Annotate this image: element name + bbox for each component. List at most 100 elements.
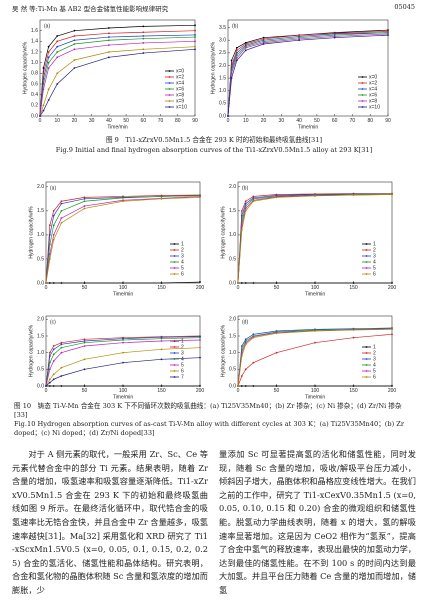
data-point [122,339,124,341]
series-line [45,335,201,387]
data-point [333,36,336,39]
x-tick-label: 50 [123,118,129,124]
data-point [244,343,247,346]
data-point [252,336,255,339]
legend-label: 1 [181,241,184,247]
data-point [240,351,243,354]
data-point [240,282,243,284]
data-point [48,224,51,227]
data-point [48,385,51,387]
series-line [45,195,201,284]
data-point [230,77,233,80]
data-point [56,51,59,53]
data-point [237,282,239,284]
data-point [83,368,86,371]
data-point [244,385,247,387]
data-point [352,329,355,331]
y-tick-label: 2.0 [37,317,44,323]
x-tick-label: 0 [45,285,48,291]
data-point [42,109,45,112]
data-point [48,243,51,246]
x-tick-label: 60 [332,118,338,124]
data-point [387,32,389,35]
data-point [244,45,247,48]
series-line [45,337,201,387]
x-tick-label: 70 [350,118,356,124]
data-point [52,209,55,212]
data-point [60,341,63,344]
legend-marker [361,106,364,108]
data-point [244,282,247,284]
legend-marker [168,82,171,84]
panel-label: (a) [50,185,56,191]
x-tick-label: 20 [72,118,78,124]
legend-marker [173,364,176,366]
data-point [107,39,110,42]
data-point [60,217,63,219]
data-point [142,42,145,44]
x-tick-label: 0 [227,118,230,124]
x-tick-label: 150 [349,388,358,394]
data-point [230,59,233,62]
data-point [83,385,86,387]
data-point [48,258,51,260]
data-point [52,353,55,356]
data-point [47,67,50,69]
x-tick-label: 90 [385,118,391,124]
legend-marker [168,88,171,90]
data-point [262,43,265,45]
series-line [39,30,196,117]
legend-marker [365,364,368,366]
legend-label: 2 [181,247,184,253]
data-point [56,35,59,37]
data-point [47,61,50,64]
panel-label: (d) [242,319,248,325]
data-point [47,45,50,48]
y-tick-label: 3.0 [219,38,226,44]
data-point [199,356,201,359]
y-axis-label: Hydrogen capacity/wt% [22,41,28,94]
series-line [237,328,393,387]
x-tick-label: 200 [196,388,205,394]
legend-marker [168,94,171,96]
data-point [73,29,76,32]
legend-marker [173,273,176,275]
data-point [240,385,243,387]
data-point [244,44,247,47]
y-tick-label: 1.0 [37,232,44,238]
data-point [45,282,47,284]
data-point [52,360,55,362]
legend-label: 6 [373,374,376,380]
data-point [244,340,247,342]
y-tick-label: 0.5 [229,367,236,373]
legend-label: 1 [373,344,376,350]
data-point [252,333,255,336]
data-point [194,48,196,51]
data-point [160,385,163,387]
y-axis-label: Hydrogen capacity/wt% [210,41,216,94]
data-point [107,32,110,35]
legend-marker [173,255,176,257]
x-tick-label: 40 [106,118,112,124]
data-point [60,366,63,369]
y-tick-label: 0.5 [219,101,226,107]
data-point [240,224,243,227]
data-point [52,385,55,387]
data-point [48,282,51,284]
y-tick-label: 2.0 [219,63,226,69]
data-point [244,202,247,205]
series-line [227,32,389,117]
data-point [252,195,255,198]
y-tick-label: 2.5 [219,50,226,56]
data-point [199,196,201,199]
x-tick-label: 0 [39,118,42,124]
legend-label: 5 [181,265,184,271]
legend-label: 6 [373,271,376,277]
legend-label: x=8 [369,98,377,104]
data-point [262,40,265,43]
legend-label: 3 [181,253,184,259]
data-point [230,72,233,74]
data-point [56,40,59,43]
legend-marker [365,346,368,348]
x-tick-label: 0 [237,388,240,394]
